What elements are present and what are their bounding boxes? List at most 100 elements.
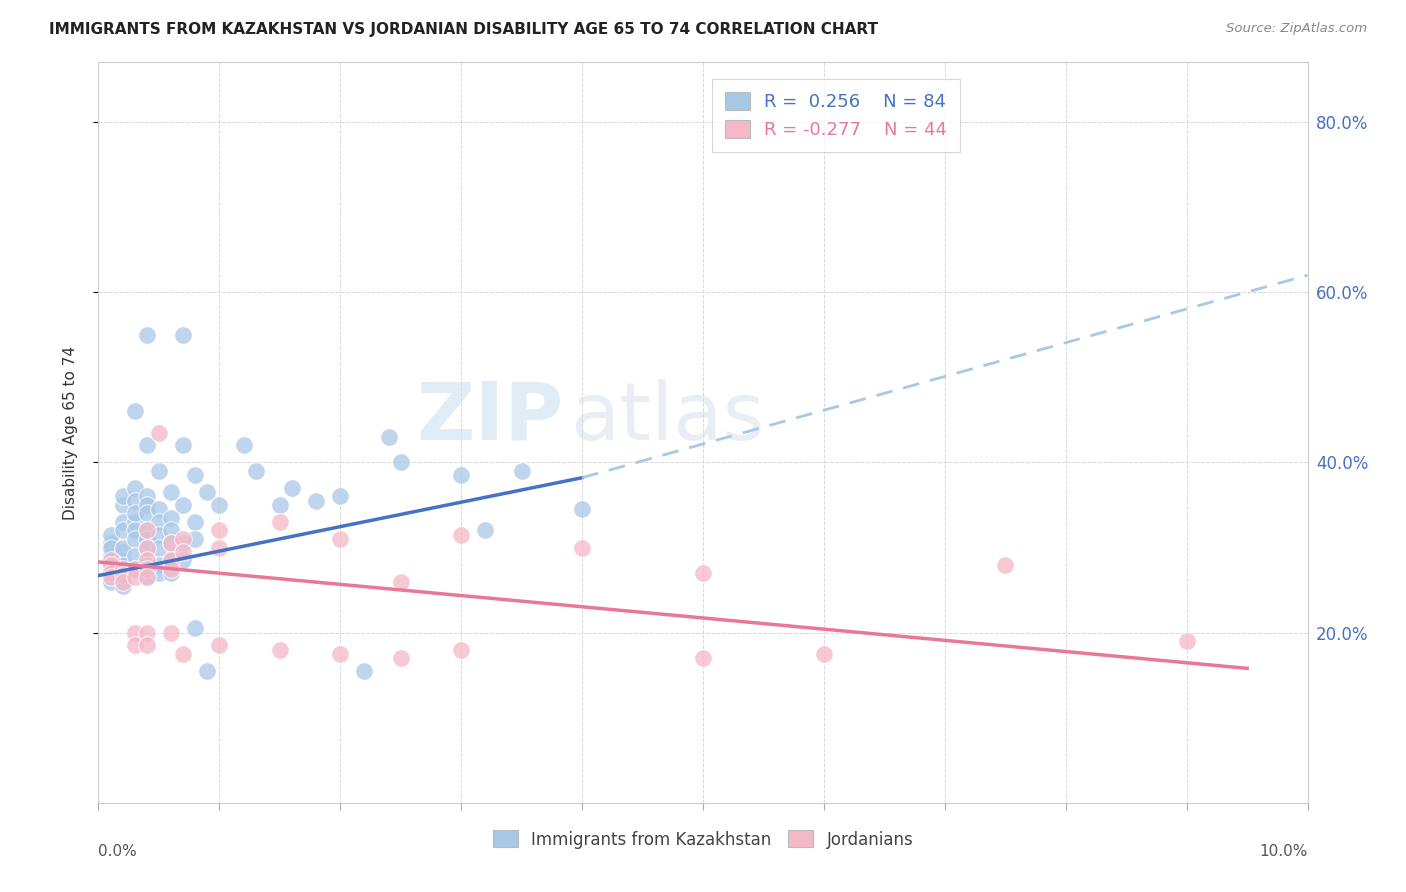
Point bbox=[135, 490, 157, 504]
Point bbox=[208, 524, 231, 538]
Point bbox=[269, 515, 291, 529]
Point bbox=[100, 558, 122, 572]
Point bbox=[100, 574, 122, 589]
Point bbox=[100, 566, 122, 580]
Point bbox=[111, 498, 134, 512]
Point bbox=[329, 647, 352, 661]
Y-axis label: Disability Age 65 to 74: Disability Age 65 to 74 bbox=[63, 345, 77, 520]
Point bbox=[571, 541, 593, 555]
Point bbox=[208, 639, 231, 653]
Point bbox=[100, 536, 122, 550]
Point bbox=[160, 625, 183, 640]
Point bbox=[135, 507, 157, 521]
Point bbox=[269, 642, 291, 657]
Point bbox=[245, 464, 267, 478]
Point bbox=[124, 524, 146, 538]
Point bbox=[184, 621, 207, 635]
Point bbox=[135, 639, 157, 653]
Point bbox=[135, 570, 157, 584]
Point bbox=[232, 438, 254, 452]
Point bbox=[135, 532, 157, 546]
Point bbox=[160, 536, 183, 550]
Text: IMMIGRANTS FROM KAZAKHSTAN VS JORDANIAN DISABILITY AGE 65 TO 74 CORRELATION CHAR: IMMIGRANTS FROM KAZAKHSTAN VS JORDANIAN … bbox=[49, 22, 879, 37]
Point bbox=[160, 485, 183, 500]
Point bbox=[124, 562, 146, 576]
Point bbox=[124, 404, 146, 418]
Point bbox=[160, 562, 183, 576]
Text: 10.0%: 10.0% bbox=[1260, 844, 1308, 858]
Point bbox=[124, 639, 146, 653]
Point bbox=[100, 570, 122, 584]
Point bbox=[208, 498, 231, 512]
Point bbox=[111, 545, 134, 559]
Point bbox=[148, 541, 170, 555]
Point bbox=[111, 558, 134, 572]
Point bbox=[172, 536, 194, 550]
Point bbox=[100, 553, 122, 567]
Point bbox=[124, 549, 146, 563]
Point bbox=[135, 524, 157, 538]
Point bbox=[148, 464, 170, 478]
Point bbox=[100, 558, 122, 572]
Point bbox=[124, 570, 146, 584]
Point bbox=[124, 507, 146, 521]
Legend: Immigrants from Kazakhstan, Jordanians: Immigrants from Kazakhstan, Jordanians bbox=[486, 823, 920, 855]
Point bbox=[160, 524, 183, 538]
Point bbox=[135, 541, 157, 555]
Text: ZIP: ZIP bbox=[416, 379, 564, 457]
Point bbox=[184, 468, 207, 483]
Point bbox=[172, 545, 194, 559]
Point bbox=[329, 490, 352, 504]
Point bbox=[353, 664, 375, 678]
Point bbox=[148, 566, 170, 580]
Point bbox=[100, 527, 122, 541]
Point bbox=[377, 430, 399, 444]
Point bbox=[111, 541, 134, 555]
Point bbox=[195, 485, 218, 500]
Point bbox=[329, 532, 352, 546]
Point bbox=[124, 625, 146, 640]
Point bbox=[172, 327, 194, 342]
Point bbox=[450, 468, 472, 483]
Point bbox=[111, 524, 134, 538]
Point bbox=[148, 425, 170, 440]
Point bbox=[100, 545, 122, 559]
Point bbox=[148, 515, 170, 529]
Point bbox=[692, 651, 714, 665]
Point bbox=[172, 553, 194, 567]
Point bbox=[692, 566, 714, 580]
Point bbox=[172, 647, 194, 661]
Point bbox=[389, 574, 412, 589]
Point bbox=[281, 481, 304, 495]
Point bbox=[100, 562, 122, 576]
Point bbox=[124, 562, 146, 576]
Point bbox=[124, 481, 146, 495]
Point bbox=[172, 532, 194, 546]
Text: 0.0%: 0.0% bbox=[98, 844, 138, 858]
Point bbox=[111, 490, 134, 504]
Point bbox=[100, 553, 122, 567]
Point bbox=[124, 493, 146, 508]
Point bbox=[813, 647, 835, 661]
Point bbox=[135, 438, 157, 452]
Point bbox=[184, 532, 207, 546]
Point bbox=[100, 549, 122, 563]
Point bbox=[135, 553, 157, 567]
Point bbox=[195, 664, 218, 678]
Point bbox=[474, 524, 496, 538]
Point bbox=[135, 562, 157, 576]
Point bbox=[389, 455, 412, 469]
Point bbox=[160, 510, 183, 524]
Point bbox=[135, 327, 157, 342]
Point bbox=[510, 464, 533, 478]
Point bbox=[172, 438, 194, 452]
Point bbox=[269, 498, 291, 512]
Point bbox=[135, 570, 157, 584]
Point bbox=[135, 558, 157, 572]
Point bbox=[111, 567, 134, 582]
Point bbox=[135, 524, 157, 538]
Point bbox=[389, 651, 412, 665]
Point bbox=[1175, 634, 1198, 648]
Point bbox=[148, 502, 170, 516]
Point bbox=[160, 553, 183, 567]
